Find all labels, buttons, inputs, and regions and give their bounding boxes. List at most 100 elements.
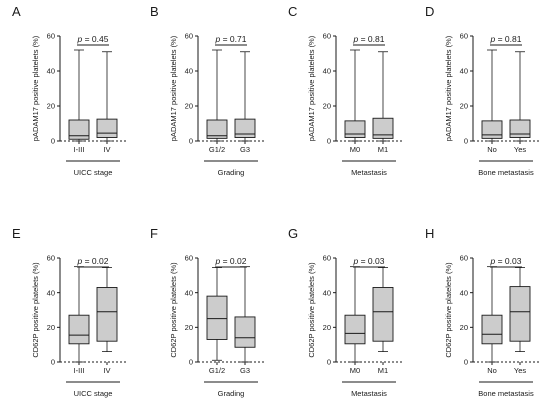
box-m0: M0 [344, 49, 366, 154]
p-value-label: p = 0.03 [353, 256, 385, 266]
p-value-label: p = 0.71 [215, 34, 247, 44]
y-axis-label: CD62P positive platelets (%) [444, 262, 453, 358]
panel-letter: A [12, 4, 21, 19]
p-value-label: p = 0.02 [215, 256, 247, 266]
box-body [234, 118, 256, 138]
y-tick-label: 40 [323, 67, 331, 76]
box-m0: M0 [344, 266, 366, 375]
x-tick-label: M1 [378, 366, 388, 375]
y-tick-label: 40 [460, 288, 468, 297]
box-body [68, 314, 90, 345]
y-tick-label: 40 [185, 288, 193, 297]
x-tick-label: M0 [350, 366, 360, 375]
y-axis-label: CD62P positive platelets (%) [31, 262, 40, 358]
box-body [344, 314, 366, 345]
box-i-iii: I-III [68, 266, 90, 375]
box-m1: M1 [372, 267, 394, 375]
box-m1: M1 [372, 51, 394, 154]
box-i-iii: I-III [68, 49, 90, 154]
box-g1-2: G1/2 [206, 267, 228, 375]
box-yes: Yes [509, 51, 531, 154]
y-axis-label: pADAM17 positive platelets (%) [307, 35, 316, 141]
y-tick-label: 0 [51, 137, 55, 146]
y-tick-label: 20 [460, 102, 468, 111]
y-axis-label: CD62P positive platelets (%) [307, 262, 316, 358]
y-tick-label: 0 [327, 137, 331, 146]
x-tick-label: G3 [240, 366, 250, 375]
box-body [372, 117, 394, 139]
x-axis-label: UICC stage [74, 389, 113, 398]
y-tick-label: 40 [47, 67, 55, 76]
panel-letter: E [12, 226, 21, 241]
box-body [509, 119, 531, 138]
box-yes: Yes [509, 267, 531, 375]
x-tick-label: No [487, 366, 497, 375]
x-axis-label: UICC stage [74, 168, 113, 177]
y-axis-label: pADAM17 positive platelets (%) [169, 35, 178, 141]
panel-h: H CD62P positive platelets (%) 0 20 40 60 No Ye… [425, 226, 539, 398]
x-axis-label: Grading [218, 389, 245, 398]
panel-letter: C [288, 4, 297, 19]
y-tick-label: 20 [185, 323, 193, 332]
x-tick-label: No [487, 145, 497, 154]
box-g1-2: G1/2 [206, 49, 228, 154]
box-body [372, 287, 394, 342]
x-tick-label: M1 [378, 145, 388, 154]
y-tick-label: 20 [47, 102, 55, 111]
y-tick-label: 20 [185, 102, 193, 111]
box-body [96, 118, 118, 138]
y-tick-label: 20 [323, 102, 331, 111]
box-body [509, 286, 531, 342]
p-value-label: p = 0.45 [77, 34, 109, 44]
panel-letter: H [425, 226, 434, 241]
x-tick-label: I-III [74, 366, 85, 375]
x-tick-label: IV [103, 145, 110, 154]
box-no: No [481, 49, 503, 154]
p-value-label: p = 0.02 [77, 256, 109, 266]
box-no: No [481, 266, 503, 375]
box-g3: G3 [234, 51, 256, 154]
y-tick-label: 60 [185, 32, 193, 41]
box-iv: IV [96, 51, 118, 154]
y-tick-label: 0 [189, 137, 193, 146]
x-tick-label: Yes [514, 145, 526, 154]
x-axis-label: Bone metastasis [478, 168, 534, 177]
x-tick-label: IV [103, 366, 110, 375]
y-tick-label: 60 [323, 254, 331, 263]
y-tick-label: 0 [464, 137, 468, 146]
y-tick-label: 60 [47, 32, 55, 41]
y-tick-label: 40 [460, 67, 468, 76]
panel-f: F CD62P positive platelets (%) 0 20 40 60 G1/2… [150, 226, 264, 398]
box-body [96, 287, 118, 342]
p-value-label: p = 0.81 [353, 34, 385, 44]
y-tick-label: 40 [185, 67, 193, 76]
box-body [206, 119, 228, 139]
box-iv: IV [96, 267, 118, 375]
box-body [344, 120, 366, 138]
panel-g: G CD62P positive platelets (%) 0 20 40 60 M0 M1… [288, 226, 402, 398]
x-tick-label: Yes [514, 366, 526, 375]
y-tick-label: 0 [51, 358, 55, 367]
x-tick-label: G1/2 [209, 366, 225, 375]
y-tick-label: 40 [323, 288, 331, 297]
box-body [206, 295, 228, 340]
p-value-label: p = 0.03 [490, 256, 522, 266]
y-tick-label: 20 [47, 323, 55, 332]
y-axis-label: pADAM17 positive platelets (%) [444, 35, 453, 141]
panel-letter: F [150, 226, 158, 241]
x-axis-label: Metastasis [351, 389, 387, 398]
y-tick-label: 60 [47, 254, 55, 263]
panel-letter: G [288, 226, 298, 241]
y-tick-label: 40 [47, 288, 55, 297]
panel-letter: B [150, 4, 159, 19]
y-tick-label: 20 [460, 323, 468, 332]
x-axis-label: Grading [218, 168, 245, 177]
x-tick-label: M0 [350, 145, 360, 154]
y-axis-label: pADAM17 positive platelets (%) [31, 35, 40, 141]
y-tick-label: 20 [323, 323, 331, 332]
y-tick-label: 60 [185, 254, 193, 263]
